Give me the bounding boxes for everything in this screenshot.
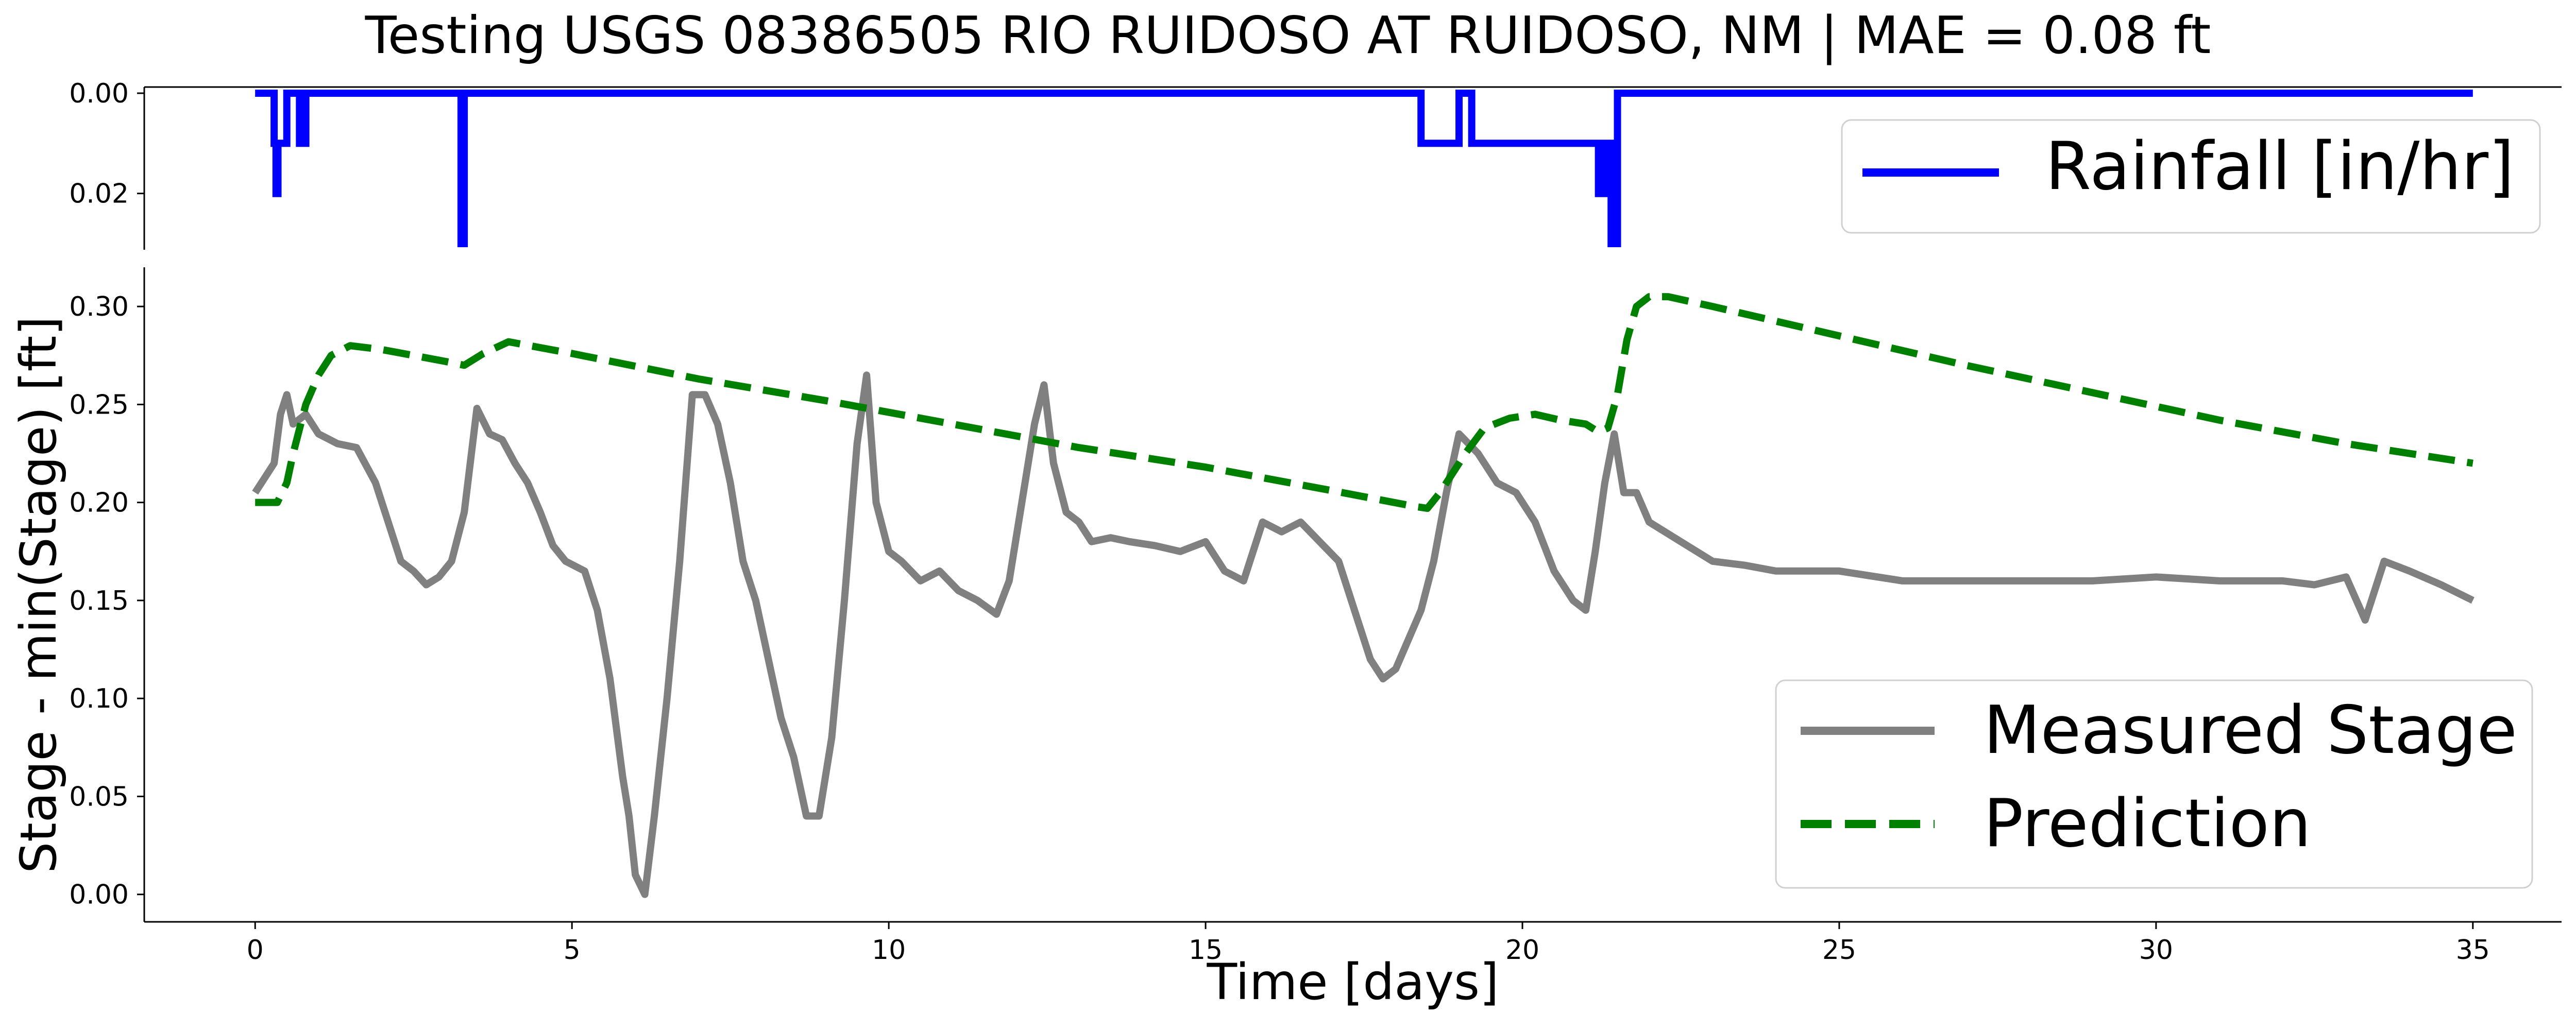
rainfall-series-rainfall-in-hr-line — [255, 90, 2473, 247]
stage-x-tick-label: 25 — [1822, 935, 1856, 966]
measured-legend-label: Measured Stage — [1984, 692, 2517, 769]
stage-x-tick-label: 0 — [247, 935, 264, 966]
stage-x-tick-label: 30 — [2139, 935, 2173, 966]
prediction-legend-label: Prediction — [1984, 785, 2311, 862]
stage-series-prediction-line — [255, 293, 2473, 512]
stage-y-ticks: 0.00 0.05 0.10 0.15 0.20 0.25 0.30 — [69, 291, 144, 911]
stage-x-tick-label: 10 — [872, 935, 906, 966]
stage-panel: 0.00 0.05 0.10 0.15 0.20 0.25 0.30 0 5 10 15 20 25 3… — [10, 267, 2562, 1011]
stage-y-tick-label: 0.05 — [69, 781, 129, 812]
stage-x-ticks: 0 5 10 15 20 25 30 35 — [247, 922, 2490, 966]
rainfall-legend-frame — [1841, 119, 2541, 234]
rainfall-y-tick-label: 0.00 — [69, 78, 129, 109]
stage-y-tick-label: 0.30 — [69, 291, 129, 322]
rainfall-y-tick-label: 0.02 — [69, 179, 129, 210]
y-axis-label: Stage - min(Stage) [ft] — [10, 316, 67, 873]
rainfall-panel: 0.00 0.02 Rainfall [in/hr] — [69, 78, 2562, 250]
x-axis-label: Time [days] — [1207, 953, 1499, 1011]
stage-series-measured-stage-line — [252, 371, 2475, 898]
rainfall-legend[interactable]: Rainfall [in/hr] — [1841, 119, 2541, 234]
chart-title: Testing USGS 08386505 RIO RUIDOSO AT RUI… — [365, 5, 2211, 65]
stage-legend-frame — [1775, 679, 2533, 889]
stage-y-tick-label: 0.25 — [69, 389, 129, 420]
stage-x-tick-label: 20 — [1505, 935, 1539, 966]
stage-series — [252, 293, 2475, 898]
stage-y-tick-label: 0.00 — [69, 880, 129, 911]
rainfall-series — [255, 90, 2473, 247]
stage-y-tick-label: 0.20 — [69, 488, 129, 519]
stage-x-tick-label: 5 — [564, 935, 581, 966]
stage-y-tick-label: 0.15 — [69, 586, 129, 616]
stage-x-tick-label: 15 — [1189, 935, 1223, 966]
stage-x-tick-label: 35 — [2456, 935, 2490, 966]
stage-y-tick-label: 0.10 — [69, 683, 129, 714]
stage-legend[interactable]: Measured Stage Prediction — [1775, 679, 2533, 889]
rainfall-y-ticks: 0.00 0.02 — [69, 78, 144, 210]
rainfall-legend-label: Rainfall [in/hr] — [2045, 128, 2514, 205]
